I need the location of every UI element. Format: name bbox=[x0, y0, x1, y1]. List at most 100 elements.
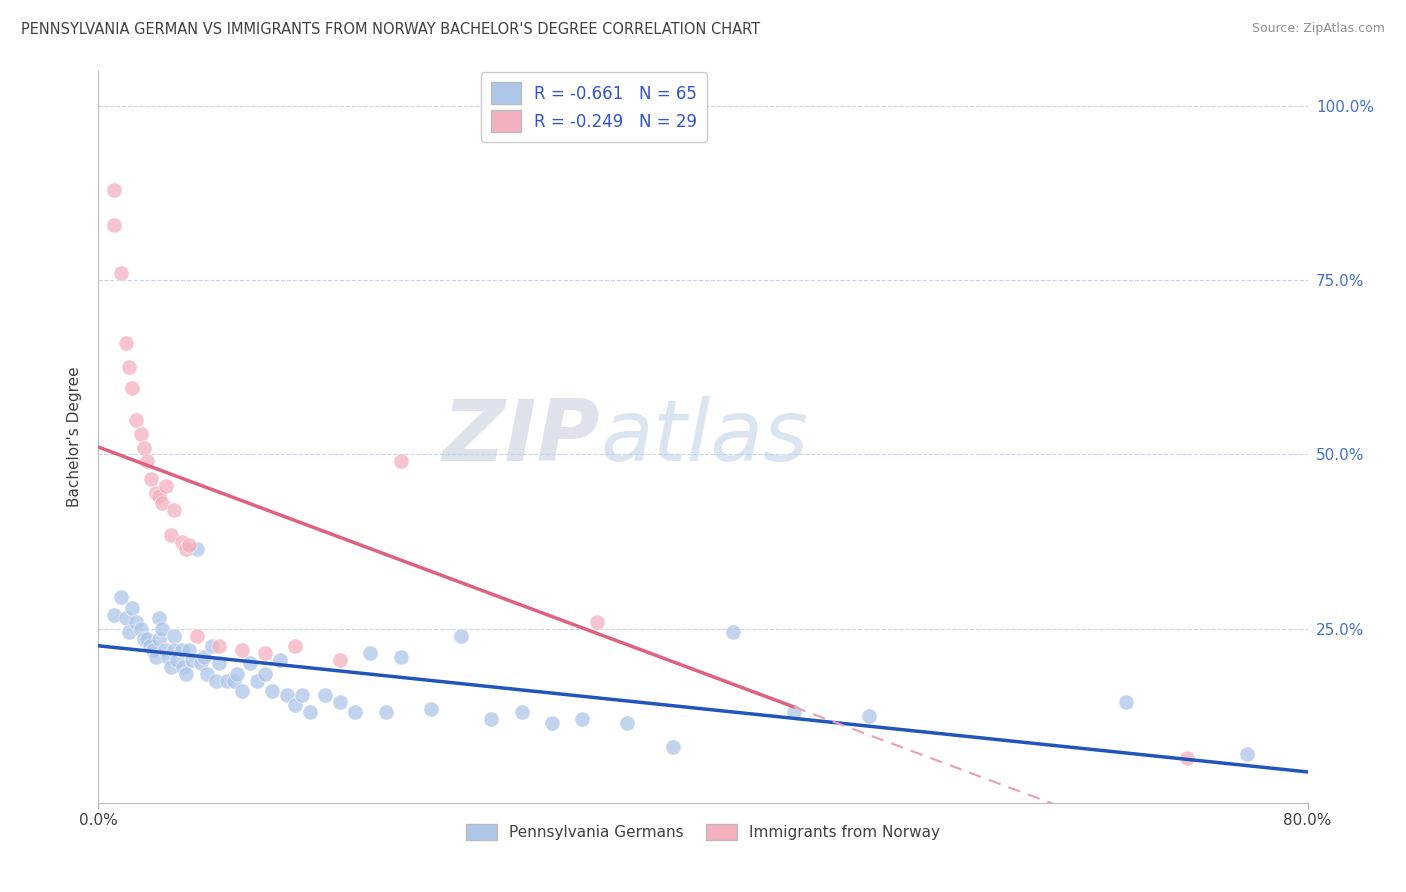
Point bbox=[186, 541, 208, 556]
Point bbox=[142, 642, 165, 657]
Point bbox=[179, 642, 201, 657]
Point bbox=[231, 684, 253, 698]
Point bbox=[170, 534, 193, 549]
Point bbox=[201, 639, 224, 653]
Point bbox=[329, 695, 352, 709]
Point bbox=[160, 527, 183, 541]
Point bbox=[145, 485, 167, 500]
Point bbox=[163, 503, 186, 517]
Point bbox=[208, 639, 231, 653]
Point bbox=[172, 660, 194, 674]
Point bbox=[153, 642, 176, 657]
Point bbox=[239, 657, 262, 671]
Point bbox=[208, 657, 231, 671]
Point bbox=[253, 646, 276, 660]
Point bbox=[1175, 750, 1198, 764]
Point bbox=[299, 705, 322, 719]
Point bbox=[118, 360, 141, 375]
Point bbox=[121, 381, 143, 395]
Point bbox=[284, 698, 307, 713]
Point bbox=[858, 708, 880, 723]
Point bbox=[1115, 695, 1137, 709]
Point bbox=[510, 705, 533, 719]
Point bbox=[284, 639, 307, 653]
Point bbox=[141, 472, 163, 486]
Legend: Pennsylvania Germans, Immigrants from Norway: Pennsylvania Germans, Immigrants from No… bbox=[460, 817, 946, 847]
Point bbox=[586, 615, 609, 629]
Point bbox=[129, 622, 152, 636]
Point bbox=[145, 649, 167, 664]
Point bbox=[174, 541, 197, 556]
Point bbox=[246, 673, 269, 688]
Point bbox=[148, 632, 170, 646]
Point bbox=[344, 705, 367, 719]
Point bbox=[150, 496, 173, 510]
Point bbox=[103, 183, 125, 197]
Text: ZIP: ZIP bbox=[443, 395, 600, 479]
Point bbox=[374, 705, 396, 719]
Point bbox=[186, 629, 208, 643]
Point bbox=[190, 657, 212, 671]
Point bbox=[174, 667, 197, 681]
Point bbox=[450, 629, 472, 643]
Point bbox=[103, 607, 125, 622]
Point bbox=[262, 684, 284, 698]
Point bbox=[132, 632, 155, 646]
Point bbox=[166, 653, 188, 667]
Point bbox=[132, 441, 155, 455]
Point bbox=[148, 611, 170, 625]
Point bbox=[114, 611, 136, 625]
Point bbox=[269, 653, 291, 667]
Point bbox=[783, 705, 806, 719]
Point bbox=[118, 625, 141, 640]
Y-axis label: Bachelor's Degree: Bachelor's Degree bbox=[67, 367, 83, 508]
Point bbox=[389, 649, 412, 664]
Point bbox=[205, 673, 228, 688]
Point bbox=[125, 615, 148, 629]
Point bbox=[135, 632, 157, 646]
Point bbox=[329, 653, 352, 667]
Point bbox=[226, 667, 249, 681]
Point bbox=[253, 667, 276, 681]
Point bbox=[616, 715, 638, 730]
Point bbox=[215, 673, 238, 688]
Point bbox=[129, 426, 152, 441]
Text: Source: ZipAtlas.com: Source: ZipAtlas.com bbox=[1251, 22, 1385, 36]
Point bbox=[389, 454, 412, 468]
Text: PENNSYLVANIA GERMAN VS IMMIGRANTS FROM NORWAY BACHELOR'S DEGREE CORRELATION CHAR: PENNSYLVANIA GERMAN VS IMMIGRANTS FROM N… bbox=[21, 22, 761, 37]
Point bbox=[103, 218, 125, 232]
Point bbox=[314, 688, 336, 702]
Point bbox=[155, 479, 177, 493]
Point bbox=[571, 712, 593, 726]
Point bbox=[181, 653, 204, 667]
Point bbox=[160, 660, 183, 674]
Point bbox=[163, 629, 186, 643]
Point bbox=[135, 454, 157, 468]
Point bbox=[224, 673, 246, 688]
Point bbox=[114, 336, 136, 351]
Point bbox=[110, 591, 132, 605]
Point bbox=[150, 622, 173, 636]
Point bbox=[170, 642, 193, 657]
Point bbox=[291, 688, 314, 702]
Point bbox=[110, 266, 132, 280]
Point bbox=[156, 649, 179, 664]
Point bbox=[540, 715, 562, 730]
Point bbox=[163, 642, 186, 657]
Point bbox=[1236, 747, 1258, 761]
Point bbox=[121, 600, 143, 615]
Point bbox=[276, 688, 298, 702]
Point bbox=[723, 625, 745, 640]
Point bbox=[360, 646, 382, 660]
Point bbox=[125, 412, 148, 426]
Point bbox=[481, 712, 503, 726]
Point bbox=[193, 649, 215, 664]
Point bbox=[179, 538, 201, 552]
Point bbox=[231, 642, 253, 657]
Point bbox=[139, 639, 162, 653]
Point bbox=[195, 667, 218, 681]
Text: atlas: atlas bbox=[600, 395, 808, 479]
Point bbox=[661, 740, 683, 755]
Point bbox=[420, 702, 443, 716]
Point bbox=[148, 489, 170, 503]
